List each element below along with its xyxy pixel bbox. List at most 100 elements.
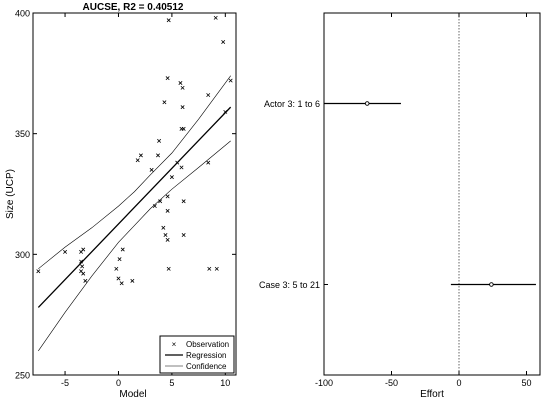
observation-point [207,266,212,271]
observation-point [80,264,85,269]
y-tick-label: 350 [15,129,30,139]
observation-mark [228,78,233,83]
x-tick-label: 0 [456,378,461,388]
observation-point [180,85,185,90]
x-axis: -100 -50 0 50 [315,13,532,388]
x-axis: -5 0 5 10 [61,13,230,388]
observation-mark [213,15,218,20]
x-tick-label: -5 [61,378,69,388]
observation-mark [179,165,184,170]
observation-point [165,194,170,199]
observation-point [81,247,86,252]
observation-point [221,39,226,44]
observation-mark [138,153,143,158]
observation-point [63,249,68,254]
observation-point [181,233,186,238]
observation-point [206,160,211,165]
observation-mark [181,233,186,238]
x-axis-label: Model [119,389,146,400]
confidence-lower-line [38,140,231,352]
observation-point [175,160,180,165]
x-tick-label: -50 [385,378,398,388]
x-tick-label: 50 [521,378,531,388]
observation-point [158,199,163,204]
observation-point [156,153,160,158]
observation-mark [63,249,68,254]
x-tick-label: 5 [169,378,174,388]
category-label: Actor 3: 1 to 6 [264,99,320,109]
observation-mark [207,266,212,271]
observation-point [81,271,86,276]
observation-point [119,281,124,286]
observation-mark [181,199,186,204]
observation-point [152,204,157,209]
observation-point [163,233,168,238]
observation-point [223,109,228,114]
observation-point [135,158,140,163]
observation-mark [206,160,211,165]
plot-area-frame [32,12,237,376]
observation-point [79,259,84,264]
observation-point [181,126,186,131]
observation-mark [116,276,121,281]
observation-mark [149,167,154,172]
observation-point [206,93,211,98]
observation-mark [120,247,125,252]
observation-point [169,175,174,180]
observation-mark [79,269,84,274]
effort-panel: -100 -50 0 50 Actor 3: 1 to 6 Case 3: 5 to 2… [259,12,541,400]
observation-point [165,76,170,81]
observation-point [181,199,186,204]
observation-point [214,266,219,271]
observation-mark [152,204,157,209]
observation-mark [158,199,163,204]
observation-point [83,278,88,283]
x-tick-label: -100 [315,378,333,388]
observation-mark [165,76,170,81]
observation-mark [166,266,171,271]
observation-points [36,15,233,286]
observation-mark [83,278,88,283]
observation-mark [81,247,86,252]
observation-point [213,15,218,20]
y-axis-label: Size (UCP) [5,169,16,219]
observation-point [138,153,143,158]
observation-point [166,266,171,271]
estimate-point [364,101,370,106]
category-labels: Actor 3: 1 to 6 Case 3: 5 to 21 [259,99,328,290]
x-axis-label: Effort [420,389,444,400]
observation-mark [221,39,226,44]
observation-point [179,165,184,170]
observation-mark [80,264,85,269]
observation-mark [130,278,135,283]
observation-point [166,18,171,23]
observation-mark [162,100,167,105]
observation-point [120,247,125,252]
observation-mark [175,160,180,165]
legend-label-confidence: Confidence [186,362,227,371]
chart-title: AUCSE, R2 = 0.40512 [83,2,184,13]
observation-point [165,237,170,242]
observation-mark [161,225,166,230]
observation-mark [156,153,160,158]
x-tick-label: 10 [220,378,230,388]
observation-mark [165,208,170,213]
legend-label-observation: Observation [186,340,229,349]
confidence-band [38,75,231,352]
observation-point [114,266,119,271]
error-bars [324,101,536,287]
observation-mark [79,259,84,264]
legend-marker-observation: × [172,340,177,349]
observation-mark [180,85,185,90]
observation-mark [163,233,168,238]
observation-point [130,278,135,283]
regression-line-group [37,106,232,308]
observation-mark [157,138,162,143]
observation-point [228,78,233,83]
plot-area-frame [323,12,541,376]
observation-mark [169,175,174,180]
regression-line [37,106,232,308]
observation-point [162,100,167,105]
